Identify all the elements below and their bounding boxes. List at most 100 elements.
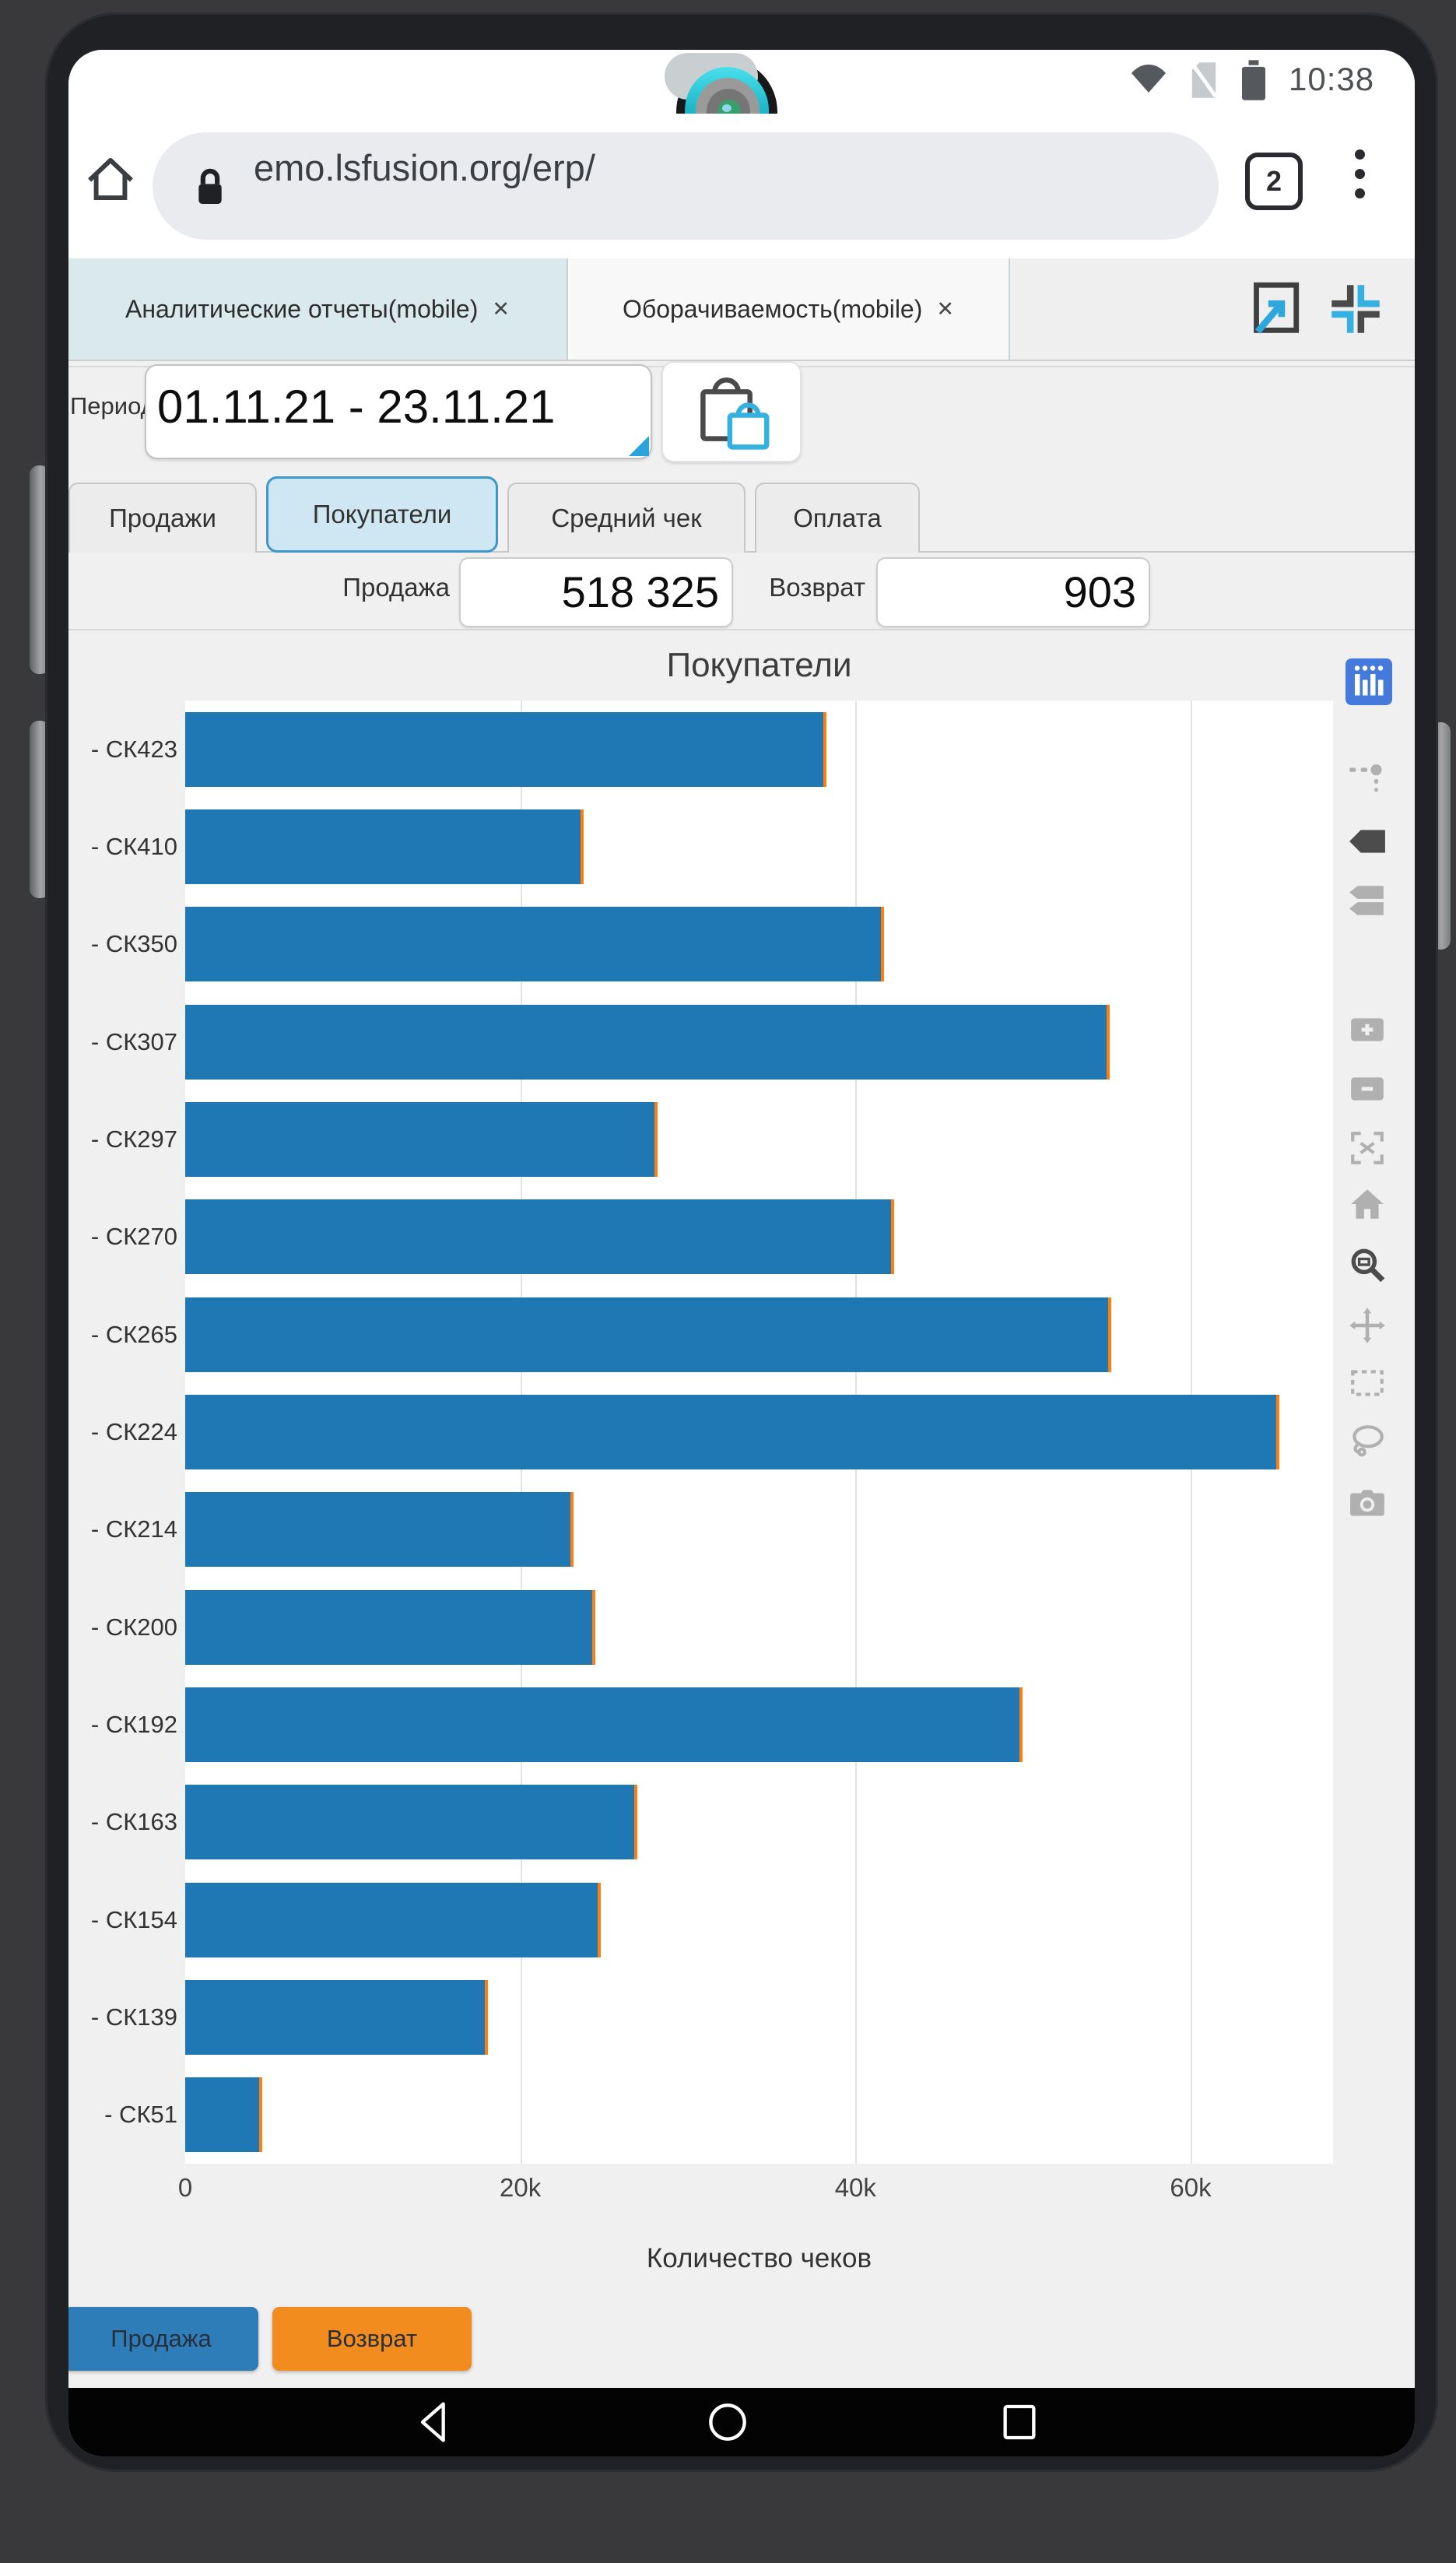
y-axis-label: - СК307	[90, 1027, 177, 1055]
bar-return[interactable]	[581, 809, 584, 884]
browser-toolbar: emo.lsfusion.org/erp/ 2	[68, 114, 1415, 258]
wifi-icon	[1130, 62, 1167, 95]
back-icon[interactable]	[411, 2399, 458, 2445]
shopping-bags-icon	[689, 367, 774, 458]
bar-sale[interactable]	[185, 809, 581, 884]
chart-title: Покупатели	[666, 646, 852, 684]
bar-sale[interactable]	[185, 1589, 593, 1665]
return-total-input[interactable]: 903	[876, 557, 1150, 627]
bar-sale[interactable]	[185, 1395, 1276, 1469]
lasso-select-icon[interactable]	[1343, 1421, 1391, 1460]
phone-screen: 10:38	[68, 50, 1415, 2456]
three-dot-menu-icon[interactable]	[1354, 149, 1365, 207]
expand-icon[interactable]	[1240, 277, 1304, 341]
bar-sale[interactable]	[185, 1492, 571, 1568]
y-axis-label: - СК410	[90, 833, 177, 860]
x-axis-tick-label: 0	[177, 2173, 193, 2202]
bar-return[interactable]	[592, 1589, 596, 1665]
home-icon[interactable]	[84, 151, 137, 207]
close-icon[interactable]: ✕	[492, 297, 510, 321]
bar-sale[interactable]	[185, 1297, 1109, 1372]
y-axis-label: - СК192	[90, 1711, 177, 1738]
sale-total-label: Продажа	[342, 573, 450, 602]
bar-return[interactable]	[1019, 1687, 1023, 1762]
bar-sale[interactable]	[185, 1687, 1020, 1762]
y-axis-label: - СК154	[90, 1905, 177, 1933]
report-tab-2[interactable]: Покупатели	[266, 476, 498, 553]
sale-total-input[interactable]: 518 325	[459, 557, 733, 627]
x-axis-tick-label: 20k	[500, 2173, 542, 2202]
browser-app-tab[interactable]: Аналитические отчеты(mobile) ✕	[68, 258, 568, 360]
app-tab-bar: Аналитические отчеты(mobile) ✕ Оборачиваем…	[68, 258, 1415, 361]
pan-icon[interactable]	[1343, 1306, 1391, 1345]
bar-sale[interactable]	[185, 1980, 486, 2055]
home-circle-icon[interactable]	[704, 2399, 751, 2445]
shop-select-button[interactable]	[661, 361, 802, 462]
bar-return[interactable]	[258, 2077, 262, 2153]
bar-sale[interactable]	[185, 2077, 259, 2153]
report-tab-label: Средний чек	[551, 504, 702, 532]
battery-icon	[1242, 59, 1265, 101]
legend-item-2[interactable]: Возврат	[272, 2307, 472, 2371]
autoscale-icon[interactable]	[1343, 1129, 1391, 1167]
box-select-icon[interactable]	[1343, 1364, 1391, 1403]
recents-icon[interactable]	[996, 2399, 1043, 2445]
resize-corner-icon	[629, 436, 649, 456]
legend-item-1[interactable]: Продажа	[68, 2307, 258, 2371]
hover-closest-icon[interactable]	[1343, 822, 1391, 861]
no-sim-icon	[1189, 61, 1219, 100]
y-axis-label: - СК350	[90, 930, 177, 958]
bar-sale[interactable]	[185, 1785, 635, 1860]
phone-frame: 10:38	[45, 12, 1438, 2472]
bar-return[interactable]	[485, 1980, 489, 2055]
bar-sale[interactable]	[185, 1882, 598, 1957]
url-bar[interactable]	[153, 132, 1219, 240]
plot-area[interactable]	[185, 700, 1333, 2164]
tab-switcher-button[interactable]: 2	[1245, 153, 1303, 210]
return-total-value: 903	[1063, 567, 1136, 616]
zoom-out-icon[interactable]	[1343, 1069, 1391, 1108]
zoom-in-icon[interactable]	[1343, 1010, 1391, 1049]
bar-return[interactable]	[1275, 1395, 1279, 1469]
bar-return[interactable]	[570, 1492, 574, 1568]
url-text[interactable]: emo.lsfusion.org/erp/	[254, 147, 595, 188]
bar-sale[interactable]	[185, 711, 824, 787]
report-tab-4[interactable]: Оплата	[755, 483, 920, 553]
app-tab-label: Оборачиваемость(mobile)	[622, 294, 923, 323]
hover-compare-icon[interactable]	[1343, 881, 1391, 920]
collapse-icon[interactable]	[1320, 277, 1391, 341]
x-axis-tick-label: 40k	[834, 2173, 876, 2202]
browser-app-tab[interactable]: Оборачиваемость(mobile) ✕	[568, 258, 1010, 360]
spike-lines-icon[interactable]	[1343, 760, 1391, 799]
return-total-label: Возврат	[769, 573, 865, 602]
bar-return[interactable]	[880, 907, 884, 982]
report-tab-1[interactable]: Продажи	[68, 483, 257, 553]
clock: 10:38	[1289, 61, 1375, 97]
y-axis-label: - СК423	[90, 735, 177, 763]
download-png-icon[interactable]	[1343, 1483, 1391, 1522]
legend-label: Продажа	[111, 2325, 212, 2352]
bar-return[interactable]	[597, 1882, 601, 1957]
bar-sale[interactable]	[185, 907, 881, 982]
bar-sale[interactable]	[185, 1102, 654, 1177]
period-input[interactable]: 01.11.21 - 23.11.21	[145, 364, 652, 459]
bar-sale[interactable]	[185, 1004, 1107, 1080]
y-axis-label: - СК224	[90, 1418, 177, 1445]
y-axis-label: - СК265	[90, 1320, 177, 1348]
bar-return[interactable]	[1108, 1297, 1112, 1372]
report-tab-label: Оплата	[793, 504, 882, 532]
report-tab-3[interactable]: Средний чек	[507, 483, 746, 553]
bar-return[interactable]	[1107, 1004, 1110, 1080]
edit-chart-studio-icon[interactable]	[1343, 658, 1395, 705]
report-tab-label: Продажи	[109, 504, 216, 532]
bar-return[interactable]	[634, 1785, 638, 1860]
bar-return[interactable]	[823, 711, 827, 787]
close-icon[interactable]: ✕	[936, 297, 954, 321]
x-axis-title: Количество чеков	[646, 2243, 872, 2273]
zoom-select-icon[interactable]	[1343, 1245, 1391, 1284]
bar-return[interactable]	[654, 1102, 658, 1177]
reset-axes-icon[interactable]	[1343, 1185, 1391, 1224]
bar-sale[interactable]	[185, 1199, 891, 1275]
bar-return[interactable]	[890, 1199, 894, 1275]
